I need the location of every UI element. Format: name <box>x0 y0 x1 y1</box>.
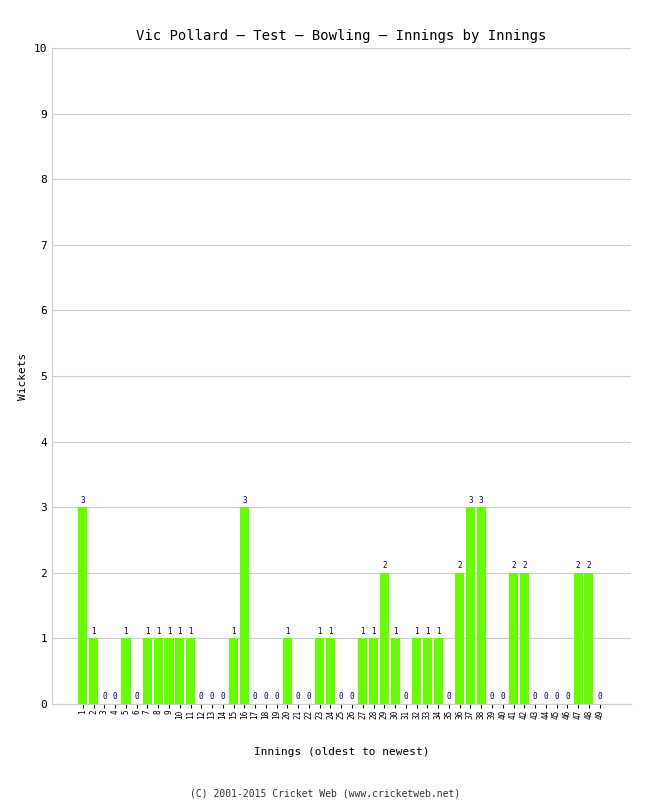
Text: 3: 3 <box>468 495 473 505</box>
Text: 1: 1 <box>328 626 333 636</box>
Text: 0: 0 <box>543 692 548 702</box>
Text: 0: 0 <box>135 692 139 702</box>
Bar <box>455 573 464 704</box>
Text: (C) 2001-2015 Cricket Web (www.cricketweb.net): (C) 2001-2015 Cricket Web (www.cricketwe… <box>190 788 460 798</box>
Bar <box>326 638 335 704</box>
Bar <box>89 638 98 704</box>
Text: 0: 0 <box>274 692 279 702</box>
Y-axis label: Wickets: Wickets <box>18 352 28 400</box>
Text: 1: 1 <box>145 626 150 636</box>
Text: 0: 0 <box>307 692 311 702</box>
Text: 0: 0 <box>489 692 494 702</box>
Text: 1: 1 <box>177 626 182 636</box>
Text: 3: 3 <box>242 495 246 505</box>
Bar <box>176 638 185 704</box>
Text: 0: 0 <box>210 692 215 702</box>
Text: 2: 2 <box>586 561 592 570</box>
Text: 1: 1 <box>124 626 128 636</box>
Text: 0: 0 <box>264 692 268 702</box>
Bar <box>369 638 378 704</box>
Text: 1: 1 <box>91 626 96 636</box>
Bar <box>122 638 131 704</box>
Text: 0: 0 <box>500 692 505 702</box>
Text: 1: 1 <box>285 626 290 636</box>
Text: 0: 0 <box>253 692 257 702</box>
Text: 1: 1 <box>166 626 172 636</box>
Text: 0: 0 <box>404 692 408 702</box>
Text: 0: 0 <box>350 692 354 702</box>
Text: 1: 1 <box>188 626 193 636</box>
Text: 1: 1 <box>393 626 397 636</box>
Bar <box>391 638 400 704</box>
Bar <box>143 638 152 704</box>
Text: 3: 3 <box>479 495 484 505</box>
Text: 0: 0 <box>565 692 569 702</box>
Bar <box>476 507 486 704</box>
Bar <box>283 638 292 704</box>
Bar <box>584 573 593 704</box>
Bar <box>240 507 249 704</box>
Text: 0: 0 <box>113 692 118 702</box>
Text: 0: 0 <box>597 692 602 702</box>
Text: 1: 1 <box>361 626 365 636</box>
Text: 1: 1 <box>425 626 430 636</box>
Bar <box>380 573 389 704</box>
Bar <box>358 638 367 704</box>
Text: 0: 0 <box>102 692 107 702</box>
Text: 2: 2 <box>522 561 526 570</box>
Text: 0: 0 <box>554 692 559 702</box>
Text: 0: 0 <box>220 692 225 702</box>
Bar <box>509 573 518 704</box>
Bar <box>153 638 162 704</box>
Text: 0: 0 <box>447 692 451 702</box>
Text: 0: 0 <box>199 692 203 702</box>
Bar <box>466 507 475 704</box>
Bar <box>186 638 195 704</box>
Text: 1: 1 <box>436 626 441 636</box>
Text: 3: 3 <box>81 495 85 505</box>
Bar <box>164 638 174 704</box>
Text: 2: 2 <box>576 561 580 570</box>
Text: 2: 2 <box>511 561 516 570</box>
X-axis label: Innings (oldest to newest): Innings (oldest to newest) <box>254 746 429 757</box>
Text: 0: 0 <box>339 692 344 702</box>
Text: 2: 2 <box>382 561 387 570</box>
Bar <box>412 638 421 704</box>
Bar <box>434 638 443 704</box>
Text: 2: 2 <box>458 561 462 570</box>
Bar <box>573 573 582 704</box>
Text: 0: 0 <box>533 692 538 702</box>
Bar <box>78 507 88 704</box>
Text: 1: 1 <box>231 626 236 636</box>
Bar <box>315 638 324 704</box>
Bar <box>520 573 529 704</box>
Bar <box>422 638 432 704</box>
Bar <box>229 638 238 704</box>
Text: 0: 0 <box>296 692 300 702</box>
Title: Vic Pollard – Test – Bowling – Innings by Innings: Vic Pollard – Test – Bowling – Innings b… <box>136 29 547 42</box>
Text: 1: 1 <box>371 626 376 636</box>
Text: 1: 1 <box>414 626 419 636</box>
Text: 1: 1 <box>156 626 161 636</box>
Text: 1: 1 <box>317 626 322 636</box>
